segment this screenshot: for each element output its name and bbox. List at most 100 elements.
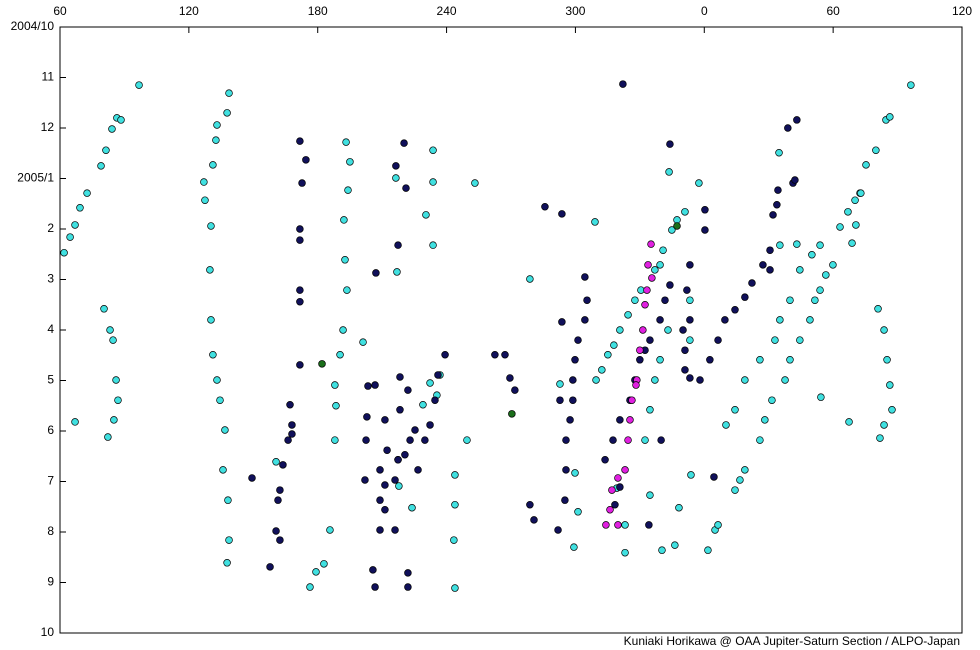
point	[673, 222, 681, 230]
y-tick-label: 5	[47, 373, 54, 387]
y-tick-label: 4	[47, 322, 54, 336]
point	[213, 121, 221, 129]
point	[614, 474, 622, 482]
point	[883, 356, 891, 364]
point	[566, 416, 574, 424]
point	[296, 286, 304, 294]
point	[571, 469, 579, 477]
point	[646, 336, 654, 344]
point	[574, 336, 582, 344]
point	[558, 210, 566, 218]
point	[686, 261, 694, 269]
y-tick-label: 11	[42, 70, 55, 84]
point	[279, 461, 287, 469]
point	[404, 569, 412, 577]
point	[614, 521, 622, 529]
point	[288, 430, 296, 438]
point	[644, 261, 652, 269]
point	[302, 156, 310, 164]
point	[371, 381, 379, 389]
point	[331, 381, 339, 389]
point	[583, 296, 591, 304]
point	[312, 568, 320, 576]
point	[422, 211, 430, 219]
point	[331, 436, 339, 444]
y-tick-label: 10	[41, 625, 55, 639]
point	[874, 305, 882, 313]
point	[571, 356, 579, 364]
point	[201, 196, 209, 204]
x-tick-label: 60	[53, 4, 67, 18]
point	[391, 526, 399, 534]
point	[845, 418, 853, 426]
point	[434, 371, 442, 379]
point	[369, 566, 377, 574]
x-tick-label: 300	[565, 4, 585, 18]
point	[664, 326, 672, 334]
point	[636, 356, 644, 364]
point	[731, 486, 739, 494]
point	[225, 89, 233, 97]
point	[666, 281, 674, 289]
point	[392, 174, 400, 182]
point	[880, 421, 888, 429]
point	[681, 366, 689, 374]
point	[394, 241, 402, 249]
point	[372, 269, 380, 277]
point	[429, 241, 437, 249]
point	[429, 146, 437, 154]
point	[781, 376, 789, 384]
point	[381, 481, 389, 489]
point	[806, 316, 814, 324]
y-tick-label: 6	[47, 423, 54, 437]
point	[376, 526, 384, 534]
point	[341, 256, 349, 264]
point	[71, 221, 79, 229]
point	[206, 266, 214, 274]
y-tick-label: 12	[41, 120, 55, 134]
point	[393, 268, 401, 276]
point	[570, 543, 578, 551]
point	[554, 526, 562, 534]
point	[888, 406, 896, 414]
point	[408, 504, 416, 512]
point	[200, 178, 208, 186]
point	[701, 226, 709, 234]
y-tick-label: 2005/1	[17, 171, 54, 185]
point	[558, 318, 566, 326]
point	[621, 466, 629, 474]
point	[213, 376, 221, 384]
point	[610, 341, 618, 349]
x-tick-label: 180	[308, 4, 328, 18]
point	[656, 261, 664, 269]
point	[363, 413, 371, 421]
point	[381, 416, 389, 424]
point	[872, 146, 880, 154]
point	[601, 456, 609, 464]
point	[581, 273, 589, 281]
point	[569, 396, 577, 404]
point	[102, 146, 110, 154]
point	[272, 458, 280, 466]
point	[592, 376, 600, 384]
point	[296, 361, 304, 369]
point	[786, 356, 794, 364]
point	[135, 81, 143, 89]
point	[451, 500, 459, 509]
point	[695, 179, 703, 187]
point	[829, 261, 837, 269]
point	[880, 326, 888, 334]
point	[761, 416, 769, 424]
point	[342, 138, 350, 146]
point	[359, 338, 367, 346]
point	[318, 360, 326, 368]
point	[394, 456, 402, 464]
point	[396, 406, 404, 414]
credit: Kuniaki Horikawa @ OAA Jupiter-Saturn Se…	[624, 634, 960, 648]
point	[526, 275, 534, 283]
point	[209, 350, 217, 359]
point	[209, 161, 217, 169]
point	[207, 222, 215, 230]
point	[426, 379, 434, 387]
point	[656, 316, 664, 324]
